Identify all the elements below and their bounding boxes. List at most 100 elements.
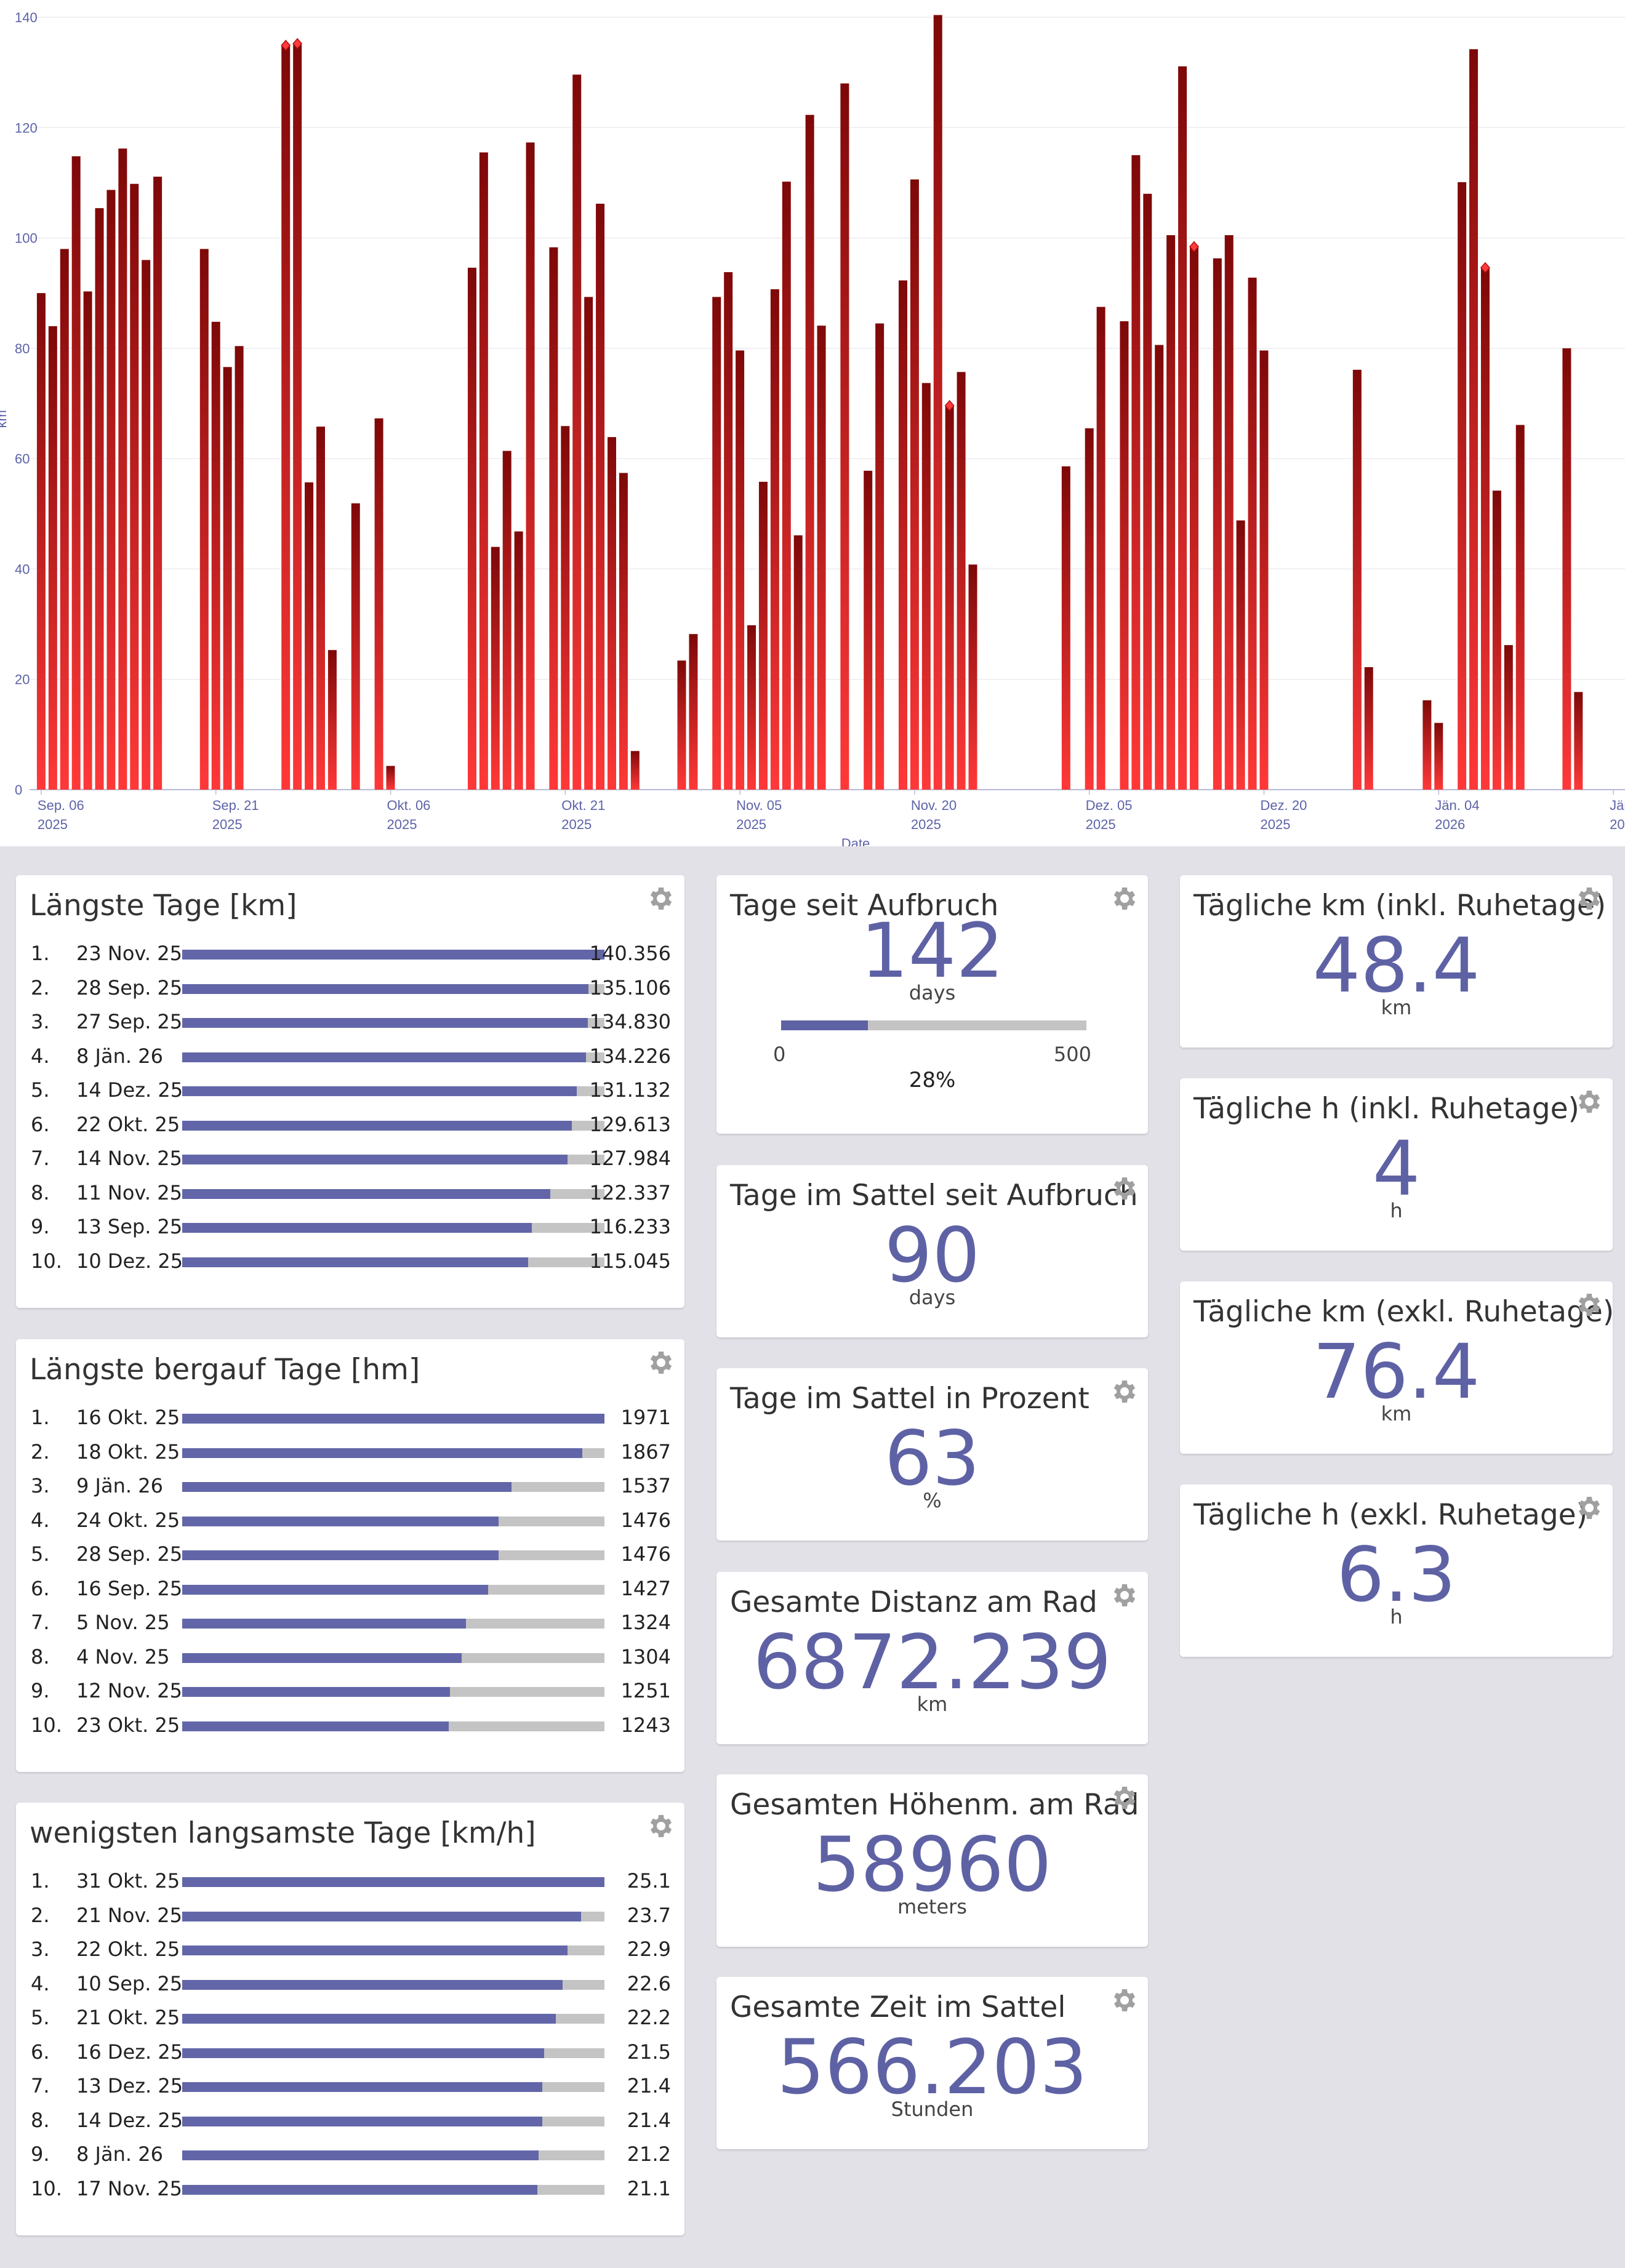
chart-bar [1562, 348, 1571, 790]
chart-bar [898, 280, 907, 790]
chart-bar [211, 321, 220, 790]
stat-value: 566.203 [777, 2024, 1088, 2111]
rank-bar-track [182, 1979, 604, 1990]
rank-number: 5. [31, 1542, 50, 1566]
y-tick-label: 0 [15, 782, 22, 798]
stat-title: Tage im Sattel in Prozent [730, 1382, 1089, 1416]
chart-bar [875, 323, 885, 790]
chart-bar [305, 482, 314, 790]
rank-row: 8. 4 Nov. 25 1304 [16, 1640, 684, 1674]
rank-bar-track [182, 1086, 604, 1096]
rank-value: 22.6 [627, 1971, 671, 1995]
chart-bar [106, 190, 116, 790]
stat-card: Gesamten Höhenm. am Rad 58960 meters [716, 1774, 1148, 1947]
stat-unit: % [923, 1489, 942, 1512]
gauge-min-label: 0 [773, 1043, 786, 1066]
y-tick-label: 100 [15, 231, 38, 246]
rank-date: 9 Jän. 26 [76, 1474, 163, 1497]
rank-bar-track [182, 1257, 604, 1267]
gear-icon[interactable] [1109, 1783, 1138, 1813]
chart-bar [630, 751, 640, 790]
rank-row: 1. 23 Nov. 25 140.356 [16, 937, 684, 971]
chart-bar [467, 267, 476, 790]
chart-bar [235, 346, 244, 790]
stat-title: Tägliche km (exkl. Ruhetage) [1194, 1295, 1615, 1329]
stat-value: 90 [884, 1212, 981, 1299]
gear-icon[interactable] [1573, 1290, 1603, 1320]
rank-row: 9. 13 Sep. 25 116.233 [16, 1210, 684, 1244]
x-tick-year-label: 2025 [38, 817, 68, 832]
gear-icon[interactable] [645, 884, 675, 913]
stat-unit: h [1390, 1199, 1403, 1222]
rank-date: 21 Okt. 25 [76, 2006, 180, 2029]
rank-bar-fill [182, 1448, 582, 1458]
gear-icon[interactable] [645, 1348, 675, 1377]
gear-icon[interactable] [1573, 1087, 1603, 1116]
rank-bar-track [182, 1653, 604, 1663]
gear-icon[interactable] [1573, 884, 1603, 913]
chart-bar [1422, 700, 1432, 790]
rank-row: 5. 28 Sep. 25 1476 [16, 1537, 684, 1571]
chart-bar [805, 114, 814, 790]
chart-bar [1120, 321, 1129, 790]
rank-number: 6. [31, 1112, 50, 1136]
stat-card: Tage im Sattel in Prozent 63 % [716, 1368, 1148, 1541]
x-tick-label: Okt. 21 [561, 798, 605, 813]
gear-icon[interactable] [645, 1811, 675, 1841]
stat-unit: days [909, 1286, 956, 1309]
x-tick-year-label: 2025 [736, 817, 766, 832]
chart-bar [945, 406, 954, 790]
stat-card: Tägliche h (exkl. Ruhetage) 6.3 h [1180, 1485, 1613, 1657]
rank-number: 5. [31, 2006, 50, 2029]
gear-icon[interactable] [1109, 884, 1138, 913]
chart-bar [1458, 182, 1467, 790]
rank-date: 8 Jän. 26 [76, 2142, 163, 2166]
x-tick-label: Jän. 04 [1435, 798, 1479, 813]
rank-bar-fill [182, 1653, 462, 1663]
panel-title: Längste bergauf Tage [hm] [30, 1353, 420, 1387]
rank-row: 2. 28 Sep. 25 135.106 [16, 971, 684, 1005]
rank-value: 1971 [620, 1406, 671, 1429]
rank-date: 28 Sep. 25 [76, 1542, 183, 1566]
gear-icon[interactable] [1109, 1986, 1138, 2015]
rank-bar-track [182, 1687, 604, 1697]
stat-title: Tägliche km (inkl. Ruhetage) [1194, 889, 1607, 923]
rank-bar-track [182, 1584, 604, 1595]
peak-marker [944, 399, 955, 412]
rank-date: 8 Jän. 26 [76, 1044, 163, 1068]
rank-value: 116.233 [589, 1215, 671, 1238]
chart-bar [351, 503, 360, 790]
rank-bar-fill [182, 1223, 532, 1233]
gear-icon[interactable] [1573, 1493, 1603, 1523]
chart-bar [1061, 466, 1070, 790]
rank-bar-track [182, 1516, 604, 1526]
chart-bar [1248, 278, 1257, 790]
chart-bar [83, 291, 92, 790]
rank-number: 3. [31, 1937, 50, 1961]
longest-days-panel: Längste Tage [km] 1. 23 Nov. 25 140.356 2. 2… [16, 875, 684, 1308]
rank-bar-track [182, 2184, 604, 2195]
rank-bar-fill [182, 1911, 581, 1921]
gauge-max-label: 500 [1053, 1043, 1091, 1066]
rank-row: 6. 22 Okt. 25 129.613 [16, 1108, 684, 1142]
stat-value: 6872.239 [753, 1619, 1112, 1706]
rank-row: 8. 11 Nov. 25 122.337 [16, 1176, 684, 1210]
chart-bar [840, 83, 849, 790]
gear-icon[interactable] [1109, 1174, 1138, 1203]
gear-icon[interactable] [1109, 1377, 1138, 1406]
rank-bar-fill [182, 1414, 604, 1424]
rank-bar-fill [182, 1979, 563, 1990]
gear-icon[interactable] [1109, 1581, 1138, 1610]
chart-bar [677, 660, 686, 790]
rank-value: 1476 [620, 1508, 671, 1532]
rank-date: 10 Sep. 25 [76, 1971, 183, 1995]
stat-unit: km [917, 1693, 948, 1716]
rank-bar-track [182, 2150, 604, 2160]
stat-title: Tage seit Aufbruch [730, 889, 999, 923]
rank-value: 135.106 [589, 976, 671, 1000]
rank-bar-track [182, 1052, 604, 1062]
stat-title: Gesamte Distanz am Rad [730, 1585, 1097, 1619]
rank-value: 1324 [620, 1611, 671, 1634]
chart-bar [596, 203, 605, 790]
peak-marker [1480, 262, 1490, 274]
